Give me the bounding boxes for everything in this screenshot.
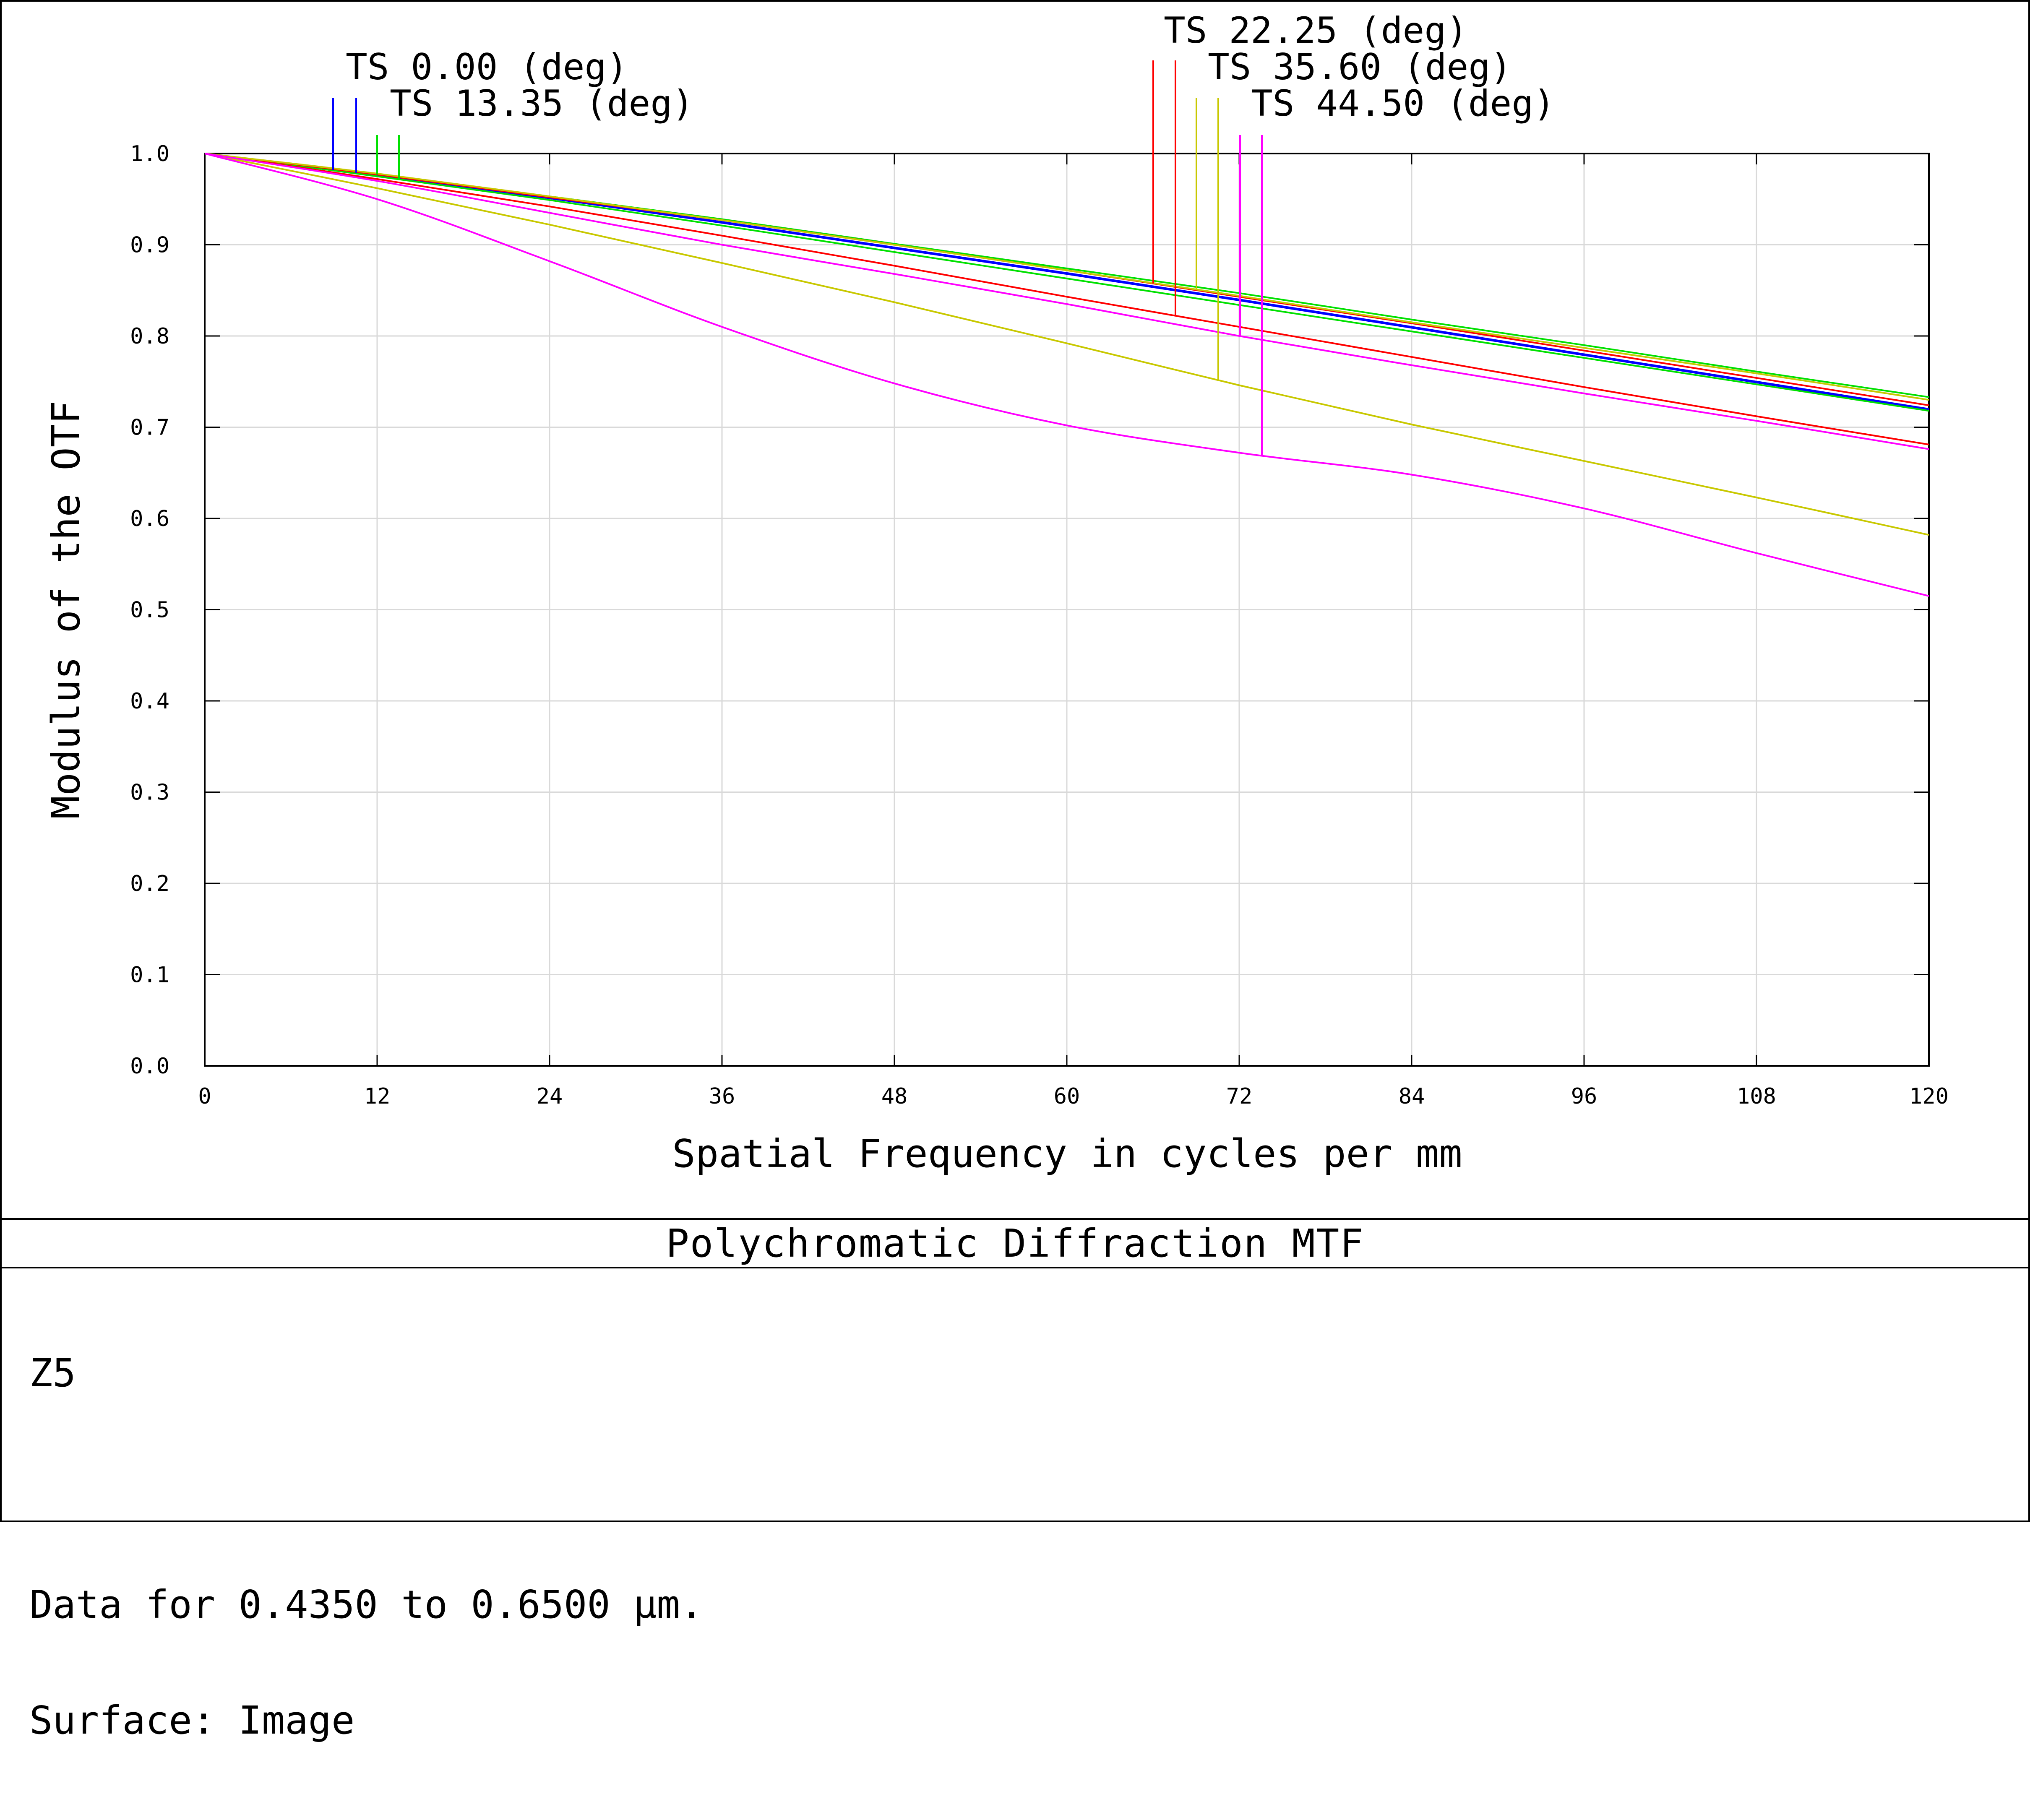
x-tick-label: 48 [881, 1084, 908, 1109]
series-line-ts-44-50-deg-t [204, 153, 1929, 597]
y-tick-label: 0.8 [130, 324, 169, 349]
x-tick-label: 36 [709, 1084, 735, 1109]
y-tick-label: 0.7 [130, 415, 169, 440]
x-tick-label: 24 [537, 1084, 563, 1109]
legend-label: TS 0.00 (deg) [346, 46, 628, 88]
x-tick-label: 108 [1737, 1084, 1776, 1109]
chart-window: TS 0.00 (deg) TS 13.35 (deg) TS 22.25 (deg… [0, 0, 2030, 1740]
info-panel: Z5 Data for 0.4350 to 0.6500 µm. Surface… [29, 1277, 703, 1817]
chart-title: Polychromatic Diffraction MTF [2, 1218, 2028, 1268]
x-tick-label: 12 [364, 1084, 391, 1109]
y-tick-label: 0.5 [130, 598, 169, 623]
series-line-ts-13-35-deg-s [204, 153, 1929, 412]
y-tick-label: 0.2 [130, 871, 169, 896]
wavelength-range: Data for 0.4350 to 0.6500 µm. [29, 1582, 704, 1627]
surface-label: Surface: Image [29, 1698, 355, 1743]
series-line-ts-22-25-deg-s [204, 153, 1929, 445]
x-tick-label: 120 [1909, 1084, 1949, 1109]
legend-label: TS 22.25 (deg) [1164, 10, 1468, 52]
y-tick-label: 0.3 [130, 780, 169, 805]
y-tick-label: 0.4 [130, 689, 169, 714]
series-line-ts-35-60-deg-t [204, 153, 1929, 536]
legend-label: TS 44.50 (deg) [1251, 83, 1555, 125]
y-tick-label: 0.0 [130, 1054, 169, 1079]
series-line-ts-44-50-deg-s [204, 153, 1929, 450]
series-line-ts-35-60-deg-s [204, 153, 1929, 401]
x-tick-label: 0 [198, 1084, 211, 1109]
y-tick-label: 1.0 [130, 141, 169, 167]
mtf-chart: TS 0.00 (deg)TS 13.35 (deg) TS 22.25 (deg… [44, 10, 1949, 1176]
x-tick-label: 60 [1054, 1084, 1080, 1109]
file-name: Z5 [29, 1351, 76, 1396]
y-tick-label: 0.6 [130, 506, 169, 531]
x-axis-title: Spatial Frequency in cycles per mm [672, 1131, 1462, 1176]
x-tick-label: 84 [1399, 1084, 1425, 1109]
legend-label: TS 35.60 (deg) [1208, 46, 1512, 88]
y-tick-label: 0.9 [130, 233, 169, 258]
x-tick-label: 96 [1571, 1084, 1597, 1109]
y-tick-label: 0.1 [130, 963, 169, 988]
legend-label: TS 13.35 (deg) [390, 83, 694, 125]
x-tick-label: 72 [1226, 1084, 1253, 1109]
y-axis-title: Modulus of the OTF [44, 401, 89, 819]
plot-frame [204, 153, 1930, 1067]
